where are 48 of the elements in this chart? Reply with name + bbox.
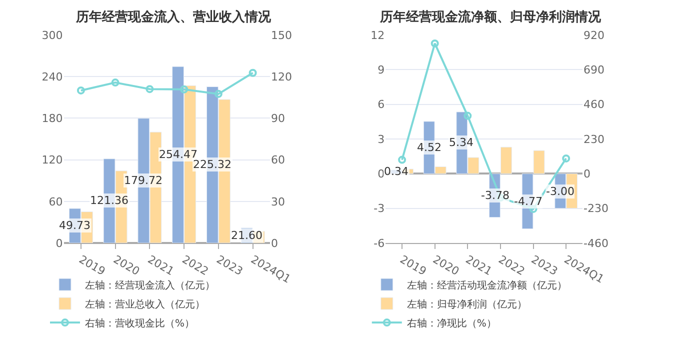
data-label: 5.34 xyxy=(449,136,474,149)
y-tick-label: 180 xyxy=(42,112,63,126)
y2-tick-label: 120 xyxy=(271,70,292,84)
y2-tick-label: 230 xyxy=(584,132,604,146)
legend-label: 左轴：经营活动现金流净额（亿元） xyxy=(406,279,567,292)
y-tick-label: -6 xyxy=(374,236,385,250)
y-tick-label: 0 xyxy=(56,236,63,250)
y2-tick-label: 60 xyxy=(271,154,285,167)
y-tick-label: 300 xyxy=(42,28,63,42)
y-tick-label: 120 xyxy=(42,154,63,167)
legend-label: 左轴：归母净利润（亿元） xyxy=(406,298,527,310)
data-label: 21.60 xyxy=(231,229,262,242)
y-tick-label: 12 xyxy=(370,28,385,42)
y2-tick-label: 690 xyxy=(584,64,604,77)
data-label: 49.73 xyxy=(59,219,90,232)
y2-tick-label: -460 xyxy=(584,236,608,250)
data-label: -3.78 xyxy=(481,189,510,202)
data-label: 179.72 xyxy=(124,174,162,187)
chart-title: 历年经营现金流入、营业收入情况 xyxy=(75,9,272,25)
y2-tick-label: 920 xyxy=(584,28,604,42)
y-tick-label: 3 xyxy=(378,132,385,146)
data-label: 0.34 xyxy=(384,165,408,178)
y2-tick-label: 0 xyxy=(271,236,278,250)
y2-tick-label: -230 xyxy=(584,202,608,216)
y-tick-label: 240 xyxy=(42,70,63,84)
data-label: 254.47 xyxy=(159,148,198,161)
legend-label: 左轴：经营现金流入（亿元） xyxy=(85,279,215,292)
data-label: 4.52 xyxy=(417,141,442,154)
y-tick-label: 60 xyxy=(48,195,63,208)
legend-label: 右轴：营收现金比（%） xyxy=(85,317,195,330)
chart-title: 历年经营现金流净额、归母净利润情况 xyxy=(379,9,602,25)
y2-tick-label: 0 xyxy=(584,168,590,181)
data-label: -4.77 xyxy=(514,195,542,208)
data-label: -3.00 xyxy=(546,185,574,198)
x-tick-label: 2019 xyxy=(398,252,429,278)
x-tick-label: 2019 xyxy=(76,252,108,278)
data-label: 121.36 xyxy=(90,194,128,207)
y-tick-label: -3 xyxy=(374,202,385,216)
y2-tick-label: 90 xyxy=(271,112,285,126)
y2-tick-label: 30 xyxy=(271,195,285,208)
y-tick-label: 6 xyxy=(378,98,385,112)
y2-tick-label: 150 xyxy=(271,28,292,42)
y-tick-label: 0 xyxy=(378,168,385,181)
y2-tick-label: 460 xyxy=(584,98,604,112)
data-label: 225.32 xyxy=(193,158,232,171)
legend-label: 左轴：营业总收入（亿元） xyxy=(85,298,205,310)
y-tick-label: 9 xyxy=(378,64,385,77)
legend-label: 右轴：净现比（%） xyxy=(406,317,496,330)
